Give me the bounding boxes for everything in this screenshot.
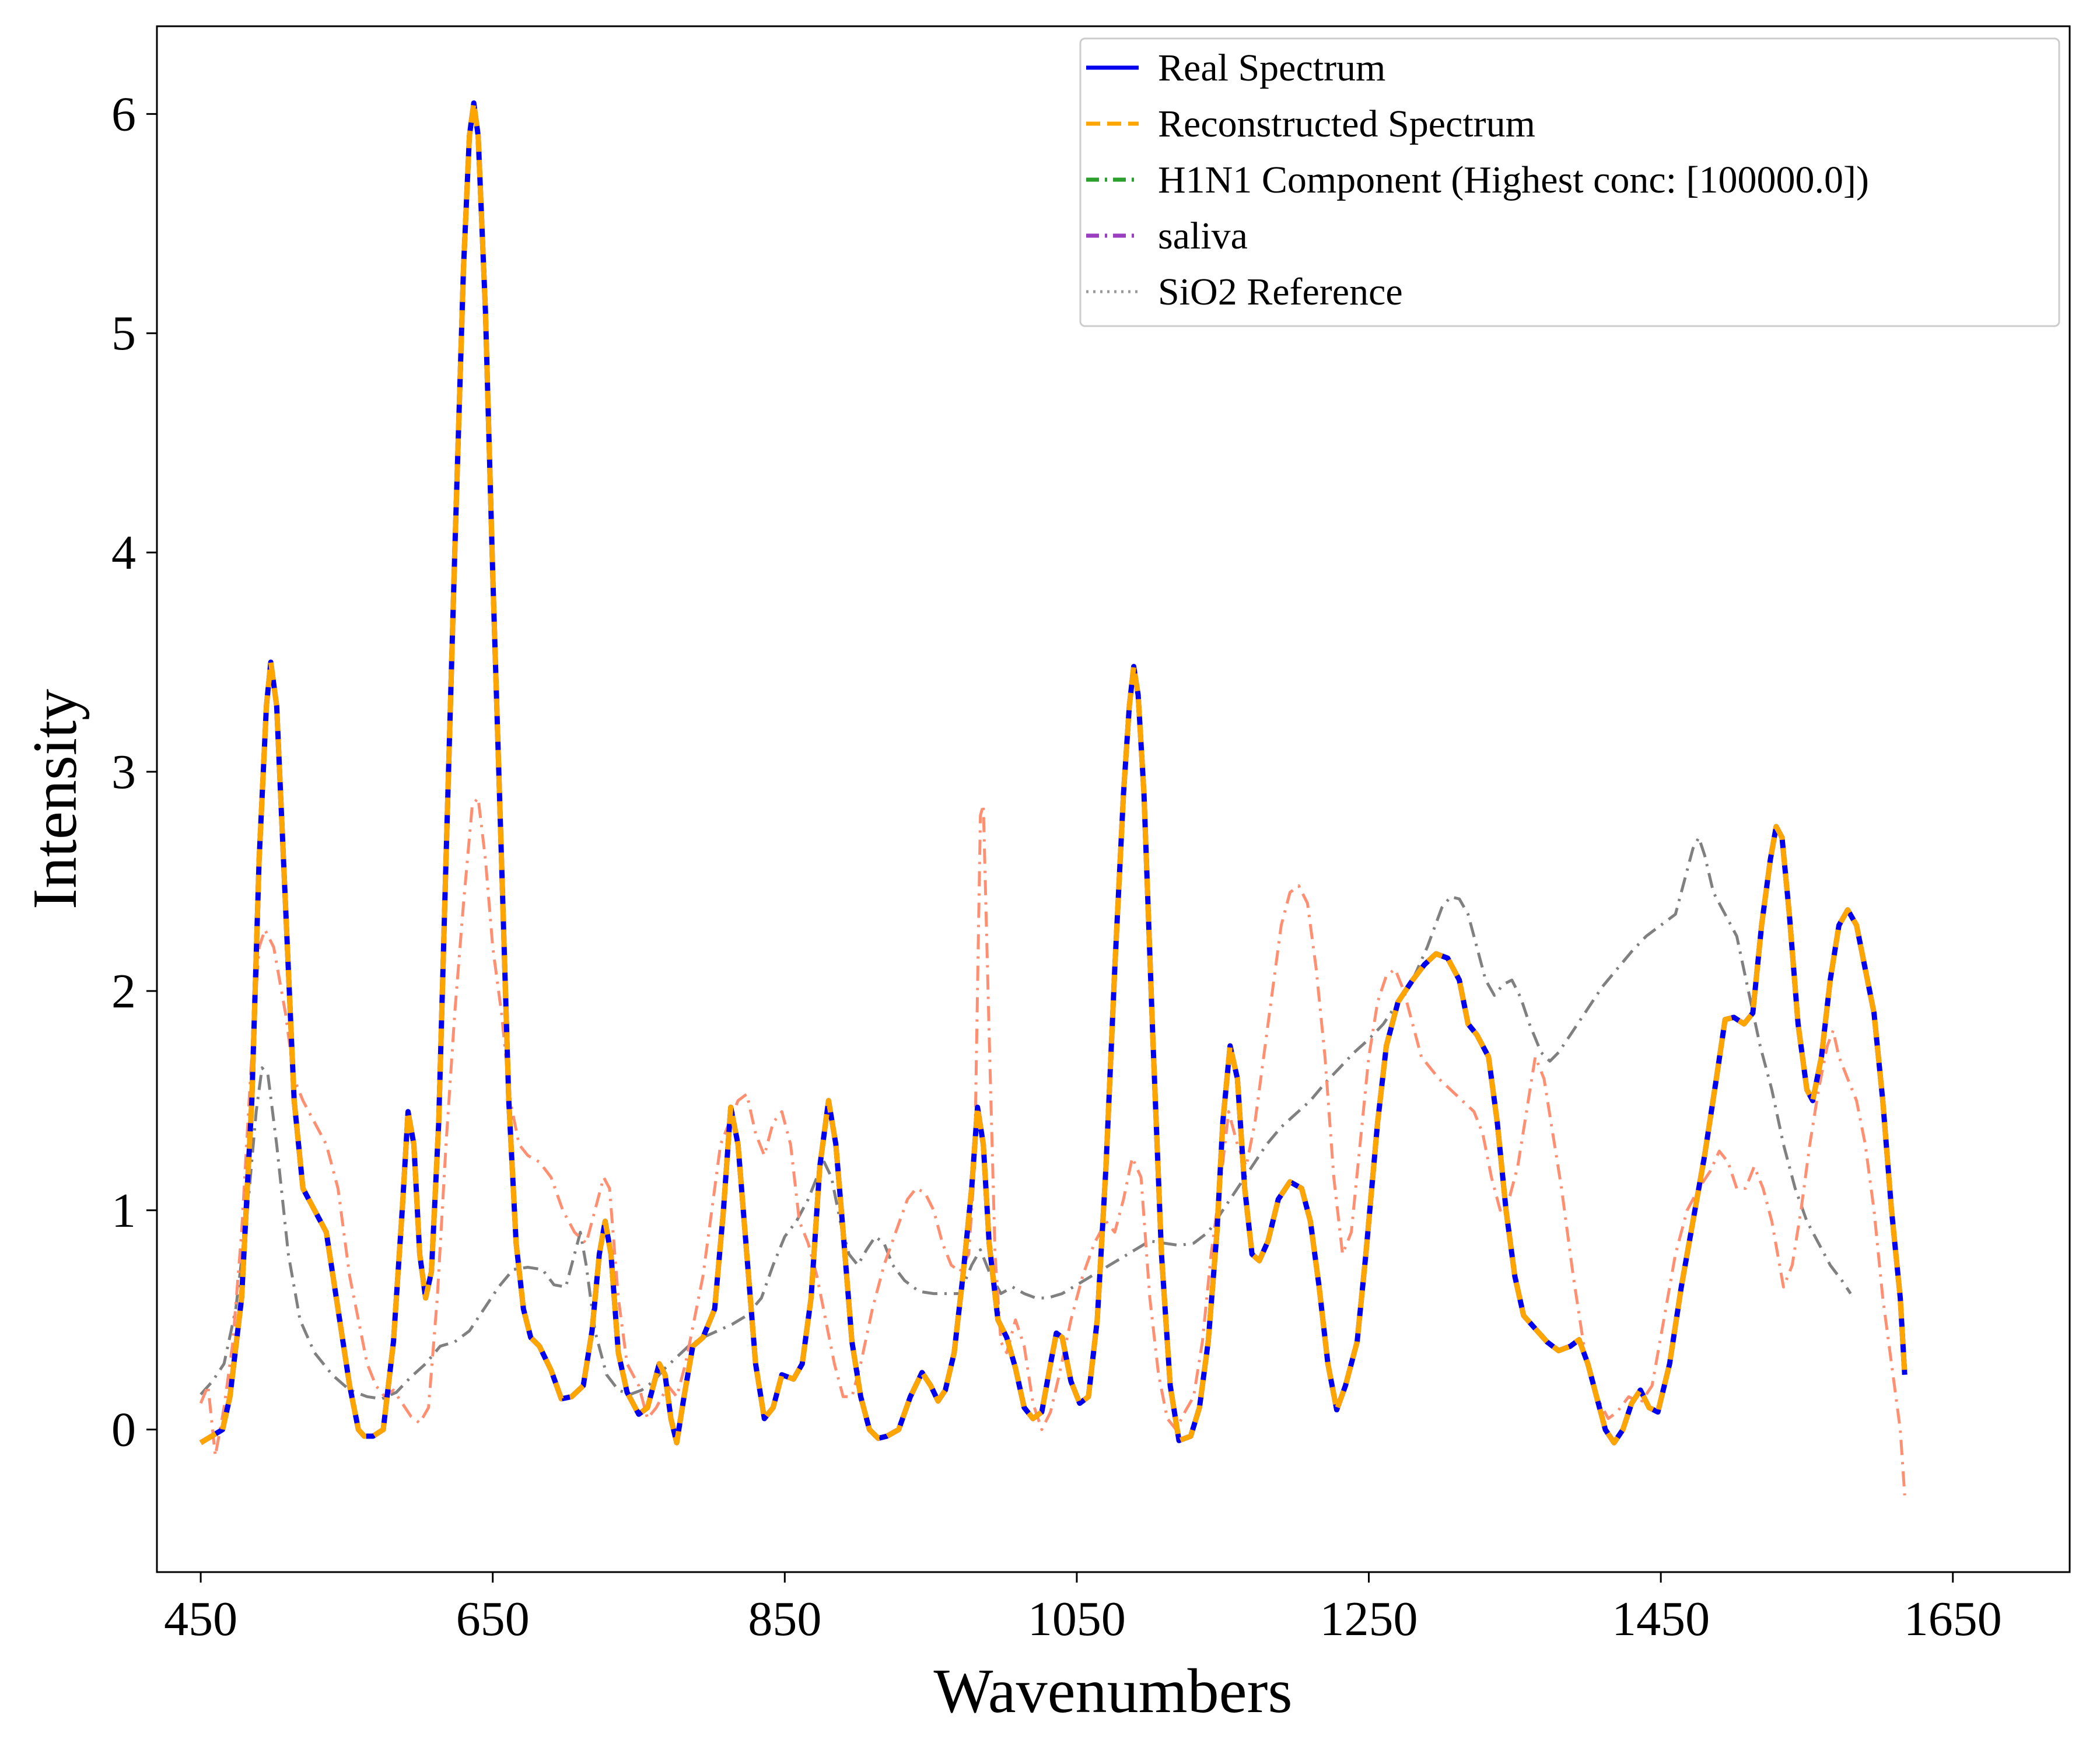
y-axis-title: Intensity — [20, 689, 90, 909]
x-axis: 450 650 850 1050 1250 1450 1650 — [164, 1572, 2002, 1646]
legend-label: Real Spectrum — [1158, 47, 1385, 89]
y-tick-label: 6 — [111, 87, 136, 141]
x-axis-title: Wavenumbers — [933, 1657, 1292, 1726]
plot-frame — [156, 25, 2071, 1573]
y-tick-label: 2 — [111, 964, 136, 1019]
x-tick-label: 450 — [164, 1592, 237, 1646]
legend-box — [1079, 37, 2060, 327]
series-line-4 — [200, 836, 1852, 1401]
x-tick-label: 1450 — [1612, 1592, 1710, 1646]
series-layer — [199, 100, 1908, 1496]
y-tick-label: 4 — [111, 526, 136, 580]
y-axis: 0 1 2 3 4 5 6 — [111, 87, 157, 1457]
legend: Real Spectrum Reconstructed Spectrum H1N1 … — [1079, 37, 2060, 327]
x-tick-label: 1650 — [1904, 1592, 2002, 1646]
series-line-reconstructed-spectrum — [199, 100, 1908, 1446]
legend-label: Reconstructed Spectrum — [1158, 103, 1535, 145]
legend-label: saliva — [1158, 215, 1248, 257]
x-tick-label: 1050 — [1028, 1592, 1126, 1646]
legend-label: H1N1 Component (Highest conc: [100000.0]… — [1158, 159, 1869, 201]
x-tick-label: 850 — [748, 1592, 821, 1646]
x-tick-label: 1250 — [1320, 1592, 1418, 1646]
legend-label: SiO2 Reference — [1158, 271, 1403, 313]
y-tick-label: 3 — [111, 745, 136, 799]
x-tick-label: 650 — [456, 1592, 530, 1646]
y-tick-label: 1 — [111, 1184, 136, 1238]
y-tick-label: 5 — [111, 306, 136, 360]
y-tick-label: 0 — [111, 1403, 136, 1457]
